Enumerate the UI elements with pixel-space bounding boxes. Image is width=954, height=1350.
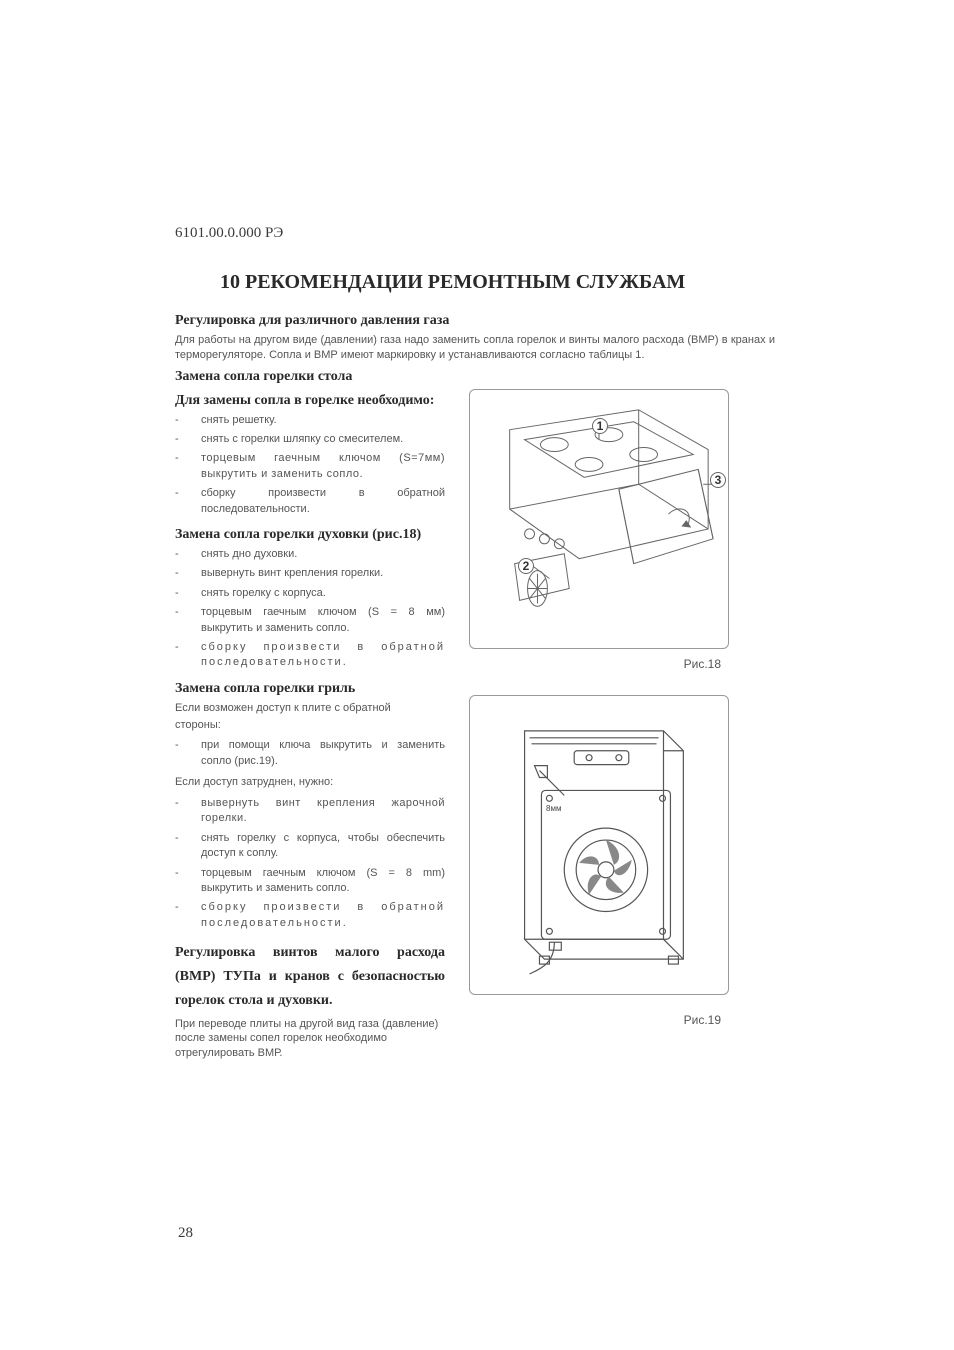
grill-intro-2: стороны: (175, 718, 445, 733)
section-heading-table-burner: Замена сопла горелки стола (175, 369, 775, 385)
section-body-bmr: При переводе плиты на другой вид газа (д… (175, 1017, 445, 1062)
right-column: 1 2 3 Рис.18 (469, 389, 729, 1067)
list-item: -сборку произвести в обратной последоват… (175, 486, 445, 517)
list-item: -при помощи ключа выкрутить и заменить с… (175, 738, 445, 769)
list-item: -торцевым гаечным ключом (S=7мм) выкрути… (175, 451, 445, 482)
list-item: -снять горелку с корпуса, чтобы обеспечи… (175, 831, 445, 862)
figure-19: 8мм (469, 695, 729, 995)
list-item: -торцевым гаечным ключом (S = 8 мм) выкр… (175, 605, 445, 636)
section-heading-pressure: Регулировка для различного давления газа (175, 313, 775, 329)
figure-19-illustration (470, 696, 728, 994)
figure-18-caption: Рис.18 (469, 657, 729, 671)
list-item: -вывернуть винт крепления горелки. (175, 566, 445, 581)
list-item: -торцевым гаечным ключом (S = 8 mm) выкр… (175, 866, 445, 897)
section-body-pressure: Для работы на другом виде (давлении) газ… (175, 333, 775, 363)
list-table-burner: -снять решетку. -снять с горелки шляпку … (175, 413, 445, 517)
list-item: -сборку произвести в обратной последоват… (175, 640, 445, 671)
section-heading-grill-burner: Замена сопла горелки гриль (175, 681, 445, 697)
figure-18: 1 2 3 (469, 389, 729, 649)
chapter-title: 10 РЕКОМЕНДАЦИИ РЕМОНТНЫМ СЛУЖБАМ (220, 270, 775, 295)
list-grill-1: -при помощи ключа выкрутить и заменить с… (175, 738, 445, 769)
figure-19-label-8mm: 8мм (546, 804, 561, 813)
section-heading-oven-burner: Замена сопла горелки духовки (рис.18) (175, 527, 445, 543)
figure-19-caption: Рис.19 (469, 1013, 729, 1027)
section-heading-bmr: Регулировка винтов малого расхода (ВМР) … (175, 941, 445, 1012)
list-grill-2: -вывернуть винт крепления жарочной горел… (175, 796, 445, 931)
figure-18-callout-1: 1 (592, 418, 608, 434)
figure-18-callout-3: 3 (710, 472, 726, 488)
grill-intro-1: Если возможен доступ к плите с обратной (175, 701, 445, 716)
section-subheading-replace-nozzle: Для замены сопла в горелке необходимо: (175, 393, 445, 409)
left-column: Для замены сопла в горелке необходимо: -… (175, 389, 445, 1067)
list-item: -вывернуть винт крепления жарочной горел… (175, 796, 445, 827)
list-item: -снять дно духовки. (175, 547, 445, 562)
list-item: -сборку произвести в обратной последоват… (175, 900, 445, 931)
document-page: 6101.00.0.000 РЭ 10 РЕКОМЕНДАЦИИ РЕМОНТН… (175, 225, 775, 1067)
page-number: 28 (178, 1225, 193, 1242)
grill-intro-3: Если доступ затруднен, нужно: (175, 775, 445, 790)
two-column-layout: Для замены сопла в горелке необходимо: -… (175, 389, 775, 1067)
list-oven-burner: -снять дно духовки. -вывернуть винт креп… (175, 547, 445, 671)
list-item: -снять горелку с корпуса. (175, 586, 445, 601)
list-item: -снять решетку. (175, 413, 445, 428)
document-code: 6101.00.0.000 РЭ (175, 225, 775, 242)
list-item: -снять с горелки шляпку со смесителем. (175, 432, 445, 447)
figure-18-callout-2: 2 (518, 558, 534, 574)
